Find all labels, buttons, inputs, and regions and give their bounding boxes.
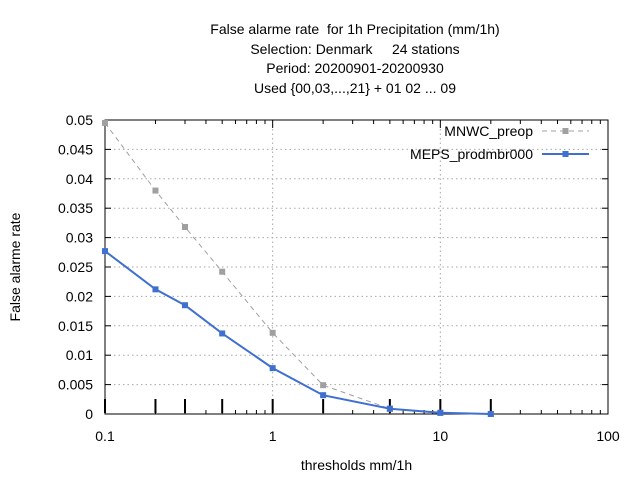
legend: MNWC_preop MEPS_prodmbr000	[410, 123, 589, 162]
legend-marker-meps-prodmbr000	[562, 151, 569, 157]
data-point-meps-prodmbr000	[219, 330, 226, 337]
y-tick-label: 0.05	[66, 112, 93, 128]
data-point-meps-prodmbr000	[487, 411, 494, 417]
data-series	[102, 119, 494, 417]
data-point-meps-prodmbr000	[437, 409, 444, 416]
data-point-mnwc-preop	[152, 187, 159, 194]
data-point-meps-prodmbr000	[181, 302, 188, 309]
x-tick-label: 10	[433, 428, 449, 444]
chart-subtitle-selection: Selection: Denmark 24 stations	[250, 40, 460, 57]
x-axis-label: thresholds mm/1h	[301, 457, 412, 473]
y-tick-label: 0.005	[58, 377, 93, 393]
y-tick-label: 0.015	[58, 318, 93, 334]
chart-subtitle-used: Used {00,03,...,21} + 01 02 ... 09	[254, 79, 456, 96]
series-line-mnwc-preop	[104, 122, 491, 415]
x-tick-label: 0.1	[95, 428, 115, 444]
grid-lines	[105, 120, 608, 414]
y-tick-label: 0.035	[58, 200, 93, 216]
data-point-meps-prodmbr000	[386, 405, 393, 412]
data-point-mnwc-preop	[219, 268, 226, 275]
y-tick-label: 0.03	[66, 230, 93, 246]
data-point-meps-prodmbr000	[320, 392, 327, 399]
legend-label-mnwc-preop: MNWC_preop	[444, 123, 533, 139]
x-tick-label: 1	[269, 428, 277, 444]
y-tick-label: 0.02	[66, 288, 93, 304]
data-point-meps-prodmbr000	[152, 286, 159, 293]
x-tick-label: 100	[596, 428, 620, 444]
chart-title: False alarme rate for 1h Precipitation (…	[210, 21, 500, 37]
y-axis-label: False alarme rate	[7, 212, 23, 321]
data-point-meps-prodmbr000	[269, 365, 276, 372]
data-point-mnwc-preop	[269, 329, 276, 336]
chart-title-block: False alarme rate for 1h Precipitation (…	[105, 20, 605, 98]
y-tick-label: 0	[85, 406, 93, 422]
chart-subtitle-period: Period: 20200901-20200930	[266, 60, 444, 76]
series-line-meps-prodmbr000	[104, 250, 491, 415]
legend-marker-mnwc-preop	[562, 128, 569, 134]
data-point-mnwc-preop	[102, 119, 108, 126]
y-tick-label: 0.025	[58, 259, 93, 275]
data-point-meps-prodmbr000	[102, 248, 108, 255]
axis-ticks: 0 0.005 0.01 0.015 0.02 0.025 0.03 0.035 0.04 0.0…	[58, 112, 620, 444]
data-point-mnwc-preop	[320, 382, 327, 389]
data-point-mnwc-preop	[181, 224, 188, 231]
y-tick-label: 0.045	[58, 141, 93, 157]
y-tick-label: 0.01	[66, 347, 93, 363]
legend-label-meps-prodmbr000: MEPS_prodmbr000	[410, 146, 533, 162]
y-tick-label: 0.04	[66, 171, 93, 187]
